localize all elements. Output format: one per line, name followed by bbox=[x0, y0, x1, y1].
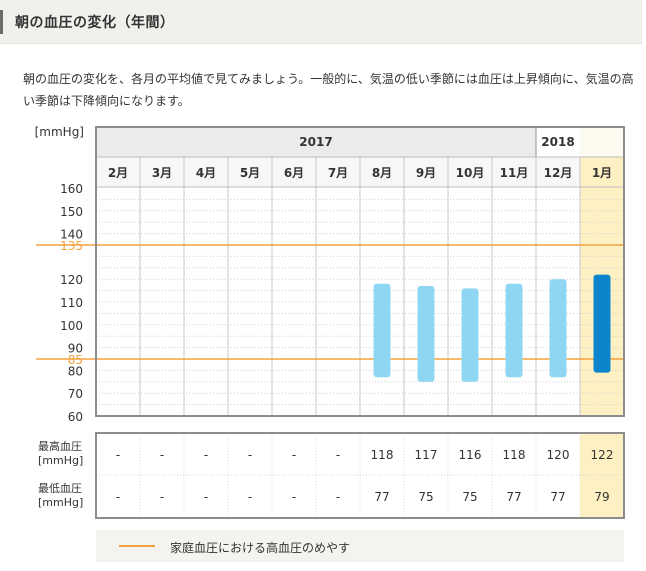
month-header-row bbox=[96, 157, 580, 187]
y-tick-label: 60 bbox=[68, 410, 83, 424]
table-cell: - bbox=[248, 448, 252, 462]
table-row-unit: [mmHg] bbox=[38, 454, 83, 467]
table-row-unit: [mmHg] bbox=[38, 496, 83, 509]
month-label: 12月 bbox=[544, 166, 573, 180]
table-cell: - bbox=[248, 490, 252, 504]
table-cell: - bbox=[336, 490, 340, 504]
table-border bbox=[95, 432, 625, 519]
year-header-cell bbox=[96, 127, 536, 157]
legend-label: 家庭血圧における高血圧のめやす bbox=[170, 541, 351, 555]
table-cell: 118 bbox=[371, 448, 394, 462]
month-label: 8月 bbox=[372, 166, 392, 180]
table-cell: - bbox=[292, 490, 296, 504]
bar-range-10月 bbox=[461, 288, 479, 382]
threshold-label: 85 bbox=[68, 353, 83, 367]
y-tick-label: 100 bbox=[60, 319, 83, 333]
bar-range-9月 bbox=[417, 286, 435, 382]
table-cell: - bbox=[116, 490, 120, 504]
table-cell: 116 bbox=[459, 448, 482, 462]
table-row-label: 最低血圧 bbox=[38, 481, 82, 495]
y-tick-label: 110 bbox=[60, 296, 83, 310]
y-tick-label: 70 bbox=[68, 387, 83, 401]
bar-range-12月 bbox=[549, 279, 567, 378]
table-highlight-column bbox=[580, 433, 624, 518]
month-label: 3月 bbox=[152, 166, 172, 180]
table-cell: - bbox=[292, 448, 296, 462]
y-tick-label: 80 bbox=[68, 364, 83, 378]
threshold-label: 135 bbox=[60, 239, 83, 253]
month-label: 6月 bbox=[284, 166, 304, 180]
table-cell: 120 bbox=[547, 448, 570, 462]
table-cell: - bbox=[160, 448, 164, 462]
table-cell: 79 bbox=[594, 490, 609, 504]
bar-range-1月 bbox=[593, 274, 611, 373]
y-axis-unit-label: [mmHg] bbox=[35, 125, 84, 139]
y-tick-label: 90 bbox=[68, 342, 83, 356]
legend: 家庭血圧における高血圧のめやす bbox=[96, 530, 624, 562]
table-cell: - bbox=[336, 448, 340, 462]
table-cell: - bbox=[204, 490, 208, 504]
table-row-label: 最高血圧 bbox=[38, 439, 82, 453]
table-cell: - bbox=[204, 448, 208, 462]
table-cell: 77 bbox=[550, 490, 565, 504]
y-tick-label: 160 bbox=[60, 182, 83, 196]
page-title: 朝の血圧の変化（年間） bbox=[15, 15, 175, 31]
bar-range-11月 bbox=[505, 283, 523, 378]
month-label: 11月 bbox=[500, 166, 529, 180]
month-label: 1月 bbox=[592, 166, 612, 180]
y-tick-label: 140 bbox=[60, 228, 83, 242]
table-cell: 77 bbox=[374, 490, 389, 504]
header-accent-bar bbox=[0, 10, 3, 34]
table-cell: - bbox=[116, 448, 120, 462]
highlight-month-cell bbox=[580, 157, 624, 187]
description-text: 朝の血圧の変化を、各月の平均値で見てみましょう。一般的に、気温の低い季節には血圧… bbox=[23, 72, 634, 108]
month-label: 9月 bbox=[416, 166, 436, 180]
table-cell: 77 bbox=[506, 490, 521, 504]
table-cell: 117 bbox=[415, 448, 438, 462]
month-label: 4月 bbox=[196, 166, 216, 180]
year-label: 2017 bbox=[299, 135, 332, 149]
month-label: 7月 bbox=[328, 166, 348, 180]
table-cell: 75 bbox=[418, 490, 433, 504]
highlight-year-cell bbox=[580, 127, 624, 157]
legend-threshold-line bbox=[119, 545, 155, 547]
bar-range-8月 bbox=[373, 283, 391, 378]
month-label: 2月 bbox=[108, 166, 128, 180]
month-label: 10月 bbox=[456, 166, 485, 180]
chart-border bbox=[95, 126, 625, 417]
section-header: 朝の血圧の変化（年間） bbox=[0, 0, 642, 44]
table-cell: - bbox=[160, 490, 164, 504]
year-label: 2018 bbox=[541, 135, 574, 149]
table-cell: 75 bbox=[462, 490, 477, 504]
month-label: 5月 bbox=[240, 166, 260, 180]
table-cell: 118 bbox=[503, 448, 526, 462]
table-cell: 122 bbox=[591, 448, 614, 462]
y-tick-label: 120 bbox=[60, 273, 83, 287]
y-tick-label: 150 bbox=[60, 205, 83, 219]
